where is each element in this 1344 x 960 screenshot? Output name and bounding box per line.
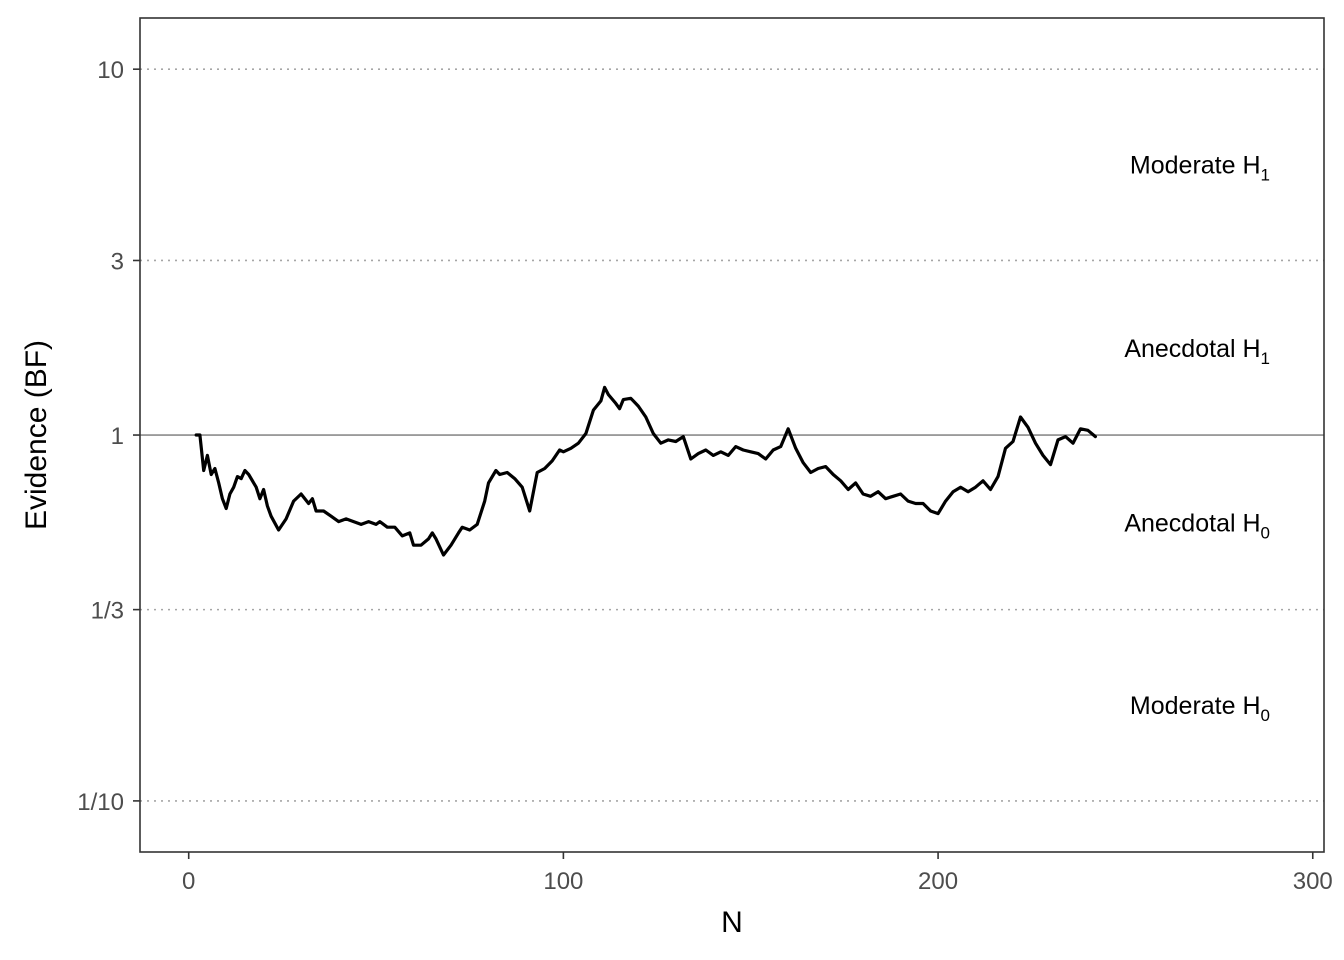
region-label-1: Anecdotal H1 bbox=[1124, 335, 1270, 368]
y-tick-label-0: 10 bbox=[97, 57, 124, 84]
y-tick-label-1: 3 bbox=[111, 248, 124, 275]
x-tick-label-1: 100 bbox=[543, 868, 583, 895]
x-tick-label-3: 300 bbox=[1293, 868, 1333, 895]
y-tick-label-4: 1/10 bbox=[77, 789, 124, 816]
bf-series-line-0 bbox=[194, 385, 1098, 557]
region-labels: Moderate H1 Anecdotal H1 Anecdotal H0 Moder… bbox=[1124, 152, 1270, 725]
series-layer bbox=[194, 385, 1098, 557]
x-tick-label-2: 200 bbox=[918, 868, 958, 895]
region-label-2: Anecdotal H0 bbox=[1124, 509, 1270, 542]
y-tick-label-2: 1 bbox=[111, 423, 124, 450]
x-axis-title: N bbox=[721, 906, 743, 939]
region-label-3: Moderate H0 bbox=[1130, 692, 1270, 725]
x-tick-label-0: 0 bbox=[182, 868, 195, 895]
reference-lines bbox=[140, 68, 1324, 802]
region-label-0: Moderate H1 bbox=[1130, 152, 1270, 185]
y-axis-title: Evidence (BF) bbox=[20, 340, 53, 530]
y-axis: 10 3 1 1/3 1/10 bbox=[77, 57, 140, 816]
y-tick-label-3: 1/3 bbox=[91, 598, 124, 625]
x-axis: 0 100 200 300 bbox=[182, 852, 1333, 895]
